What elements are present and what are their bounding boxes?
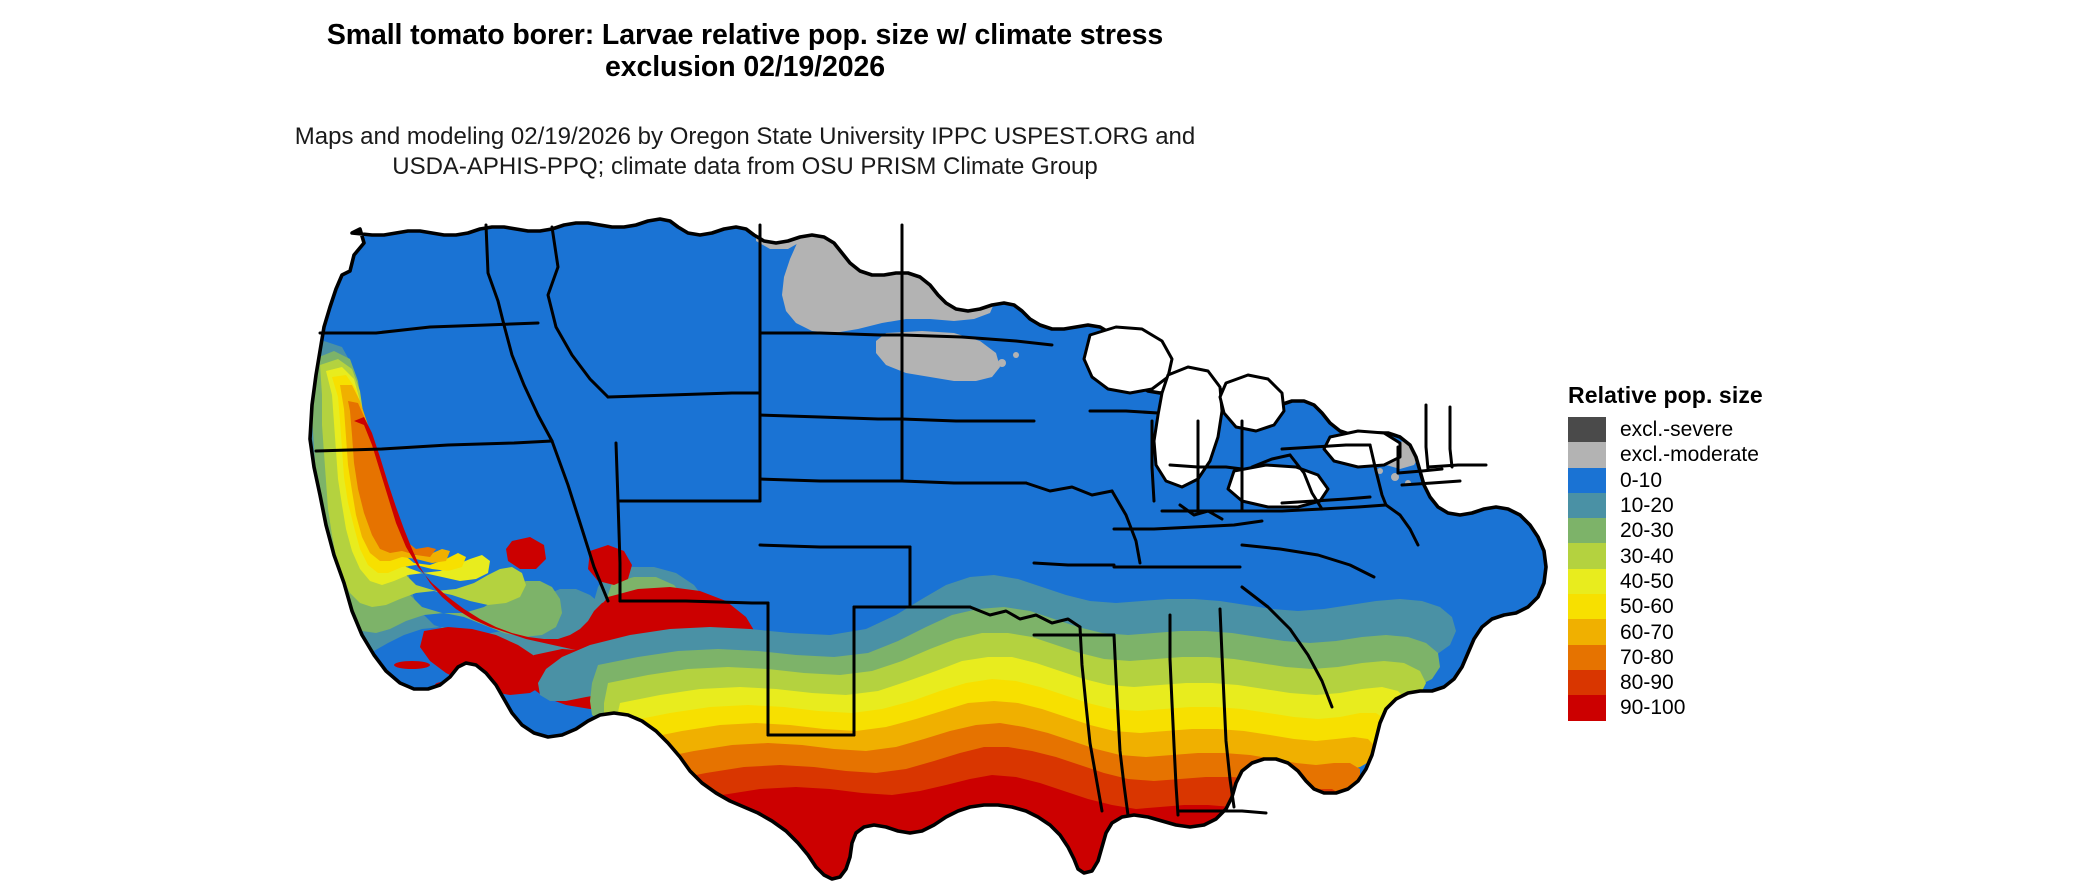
legend-swatch	[1568, 619, 1606, 645]
legend-label: 90-100	[1620, 696, 1686, 720]
map-legend: Relative pop. size excl.-severe excl.-mod…	[1568, 382, 1763, 721]
lake-huron	[1218, 373, 1286, 433]
raster-texas-south-core	[760, 845, 980, 879]
us-choropleth-map	[290, 215, 1550, 885]
map-svg	[308, 217, 1548, 881]
map-raster-layer	[310, 219, 1546, 879]
legend-row: 30-40	[1568, 543, 1763, 569]
legend-label: 40-50	[1620, 569, 1674, 593]
legend-row: 60-70	[1568, 619, 1763, 645]
legend-row: 50-60	[1568, 594, 1763, 620]
legend-row: 80-90	[1568, 669, 1763, 696]
legend-swatch	[1568, 518, 1606, 544]
page-title-line1: Small tomato borer: Larvae relative pop.…	[326, 19, 1164, 51]
map-borders	[308, 217, 1548, 881]
legend-title: Relative pop. size	[1568, 382, 1763, 408]
legend-row: 90-100	[1568, 695, 1763, 721]
lake-ontario	[1322, 429, 1402, 469]
legend-label: 20-30	[1620, 519, 1674, 543]
legend-swatch	[1568, 467, 1606, 493]
legend-label: excl.-severe	[1620, 418, 1734, 442]
legend-label: 30-40	[1620, 544, 1674, 568]
legend-label: 80-90	[1620, 671, 1674, 695]
page-title-line2: exclusion 02/19/2026	[604, 50, 886, 83]
legend-row: 10-20	[1568, 492, 1763, 519]
legend-label: 50-60	[1620, 595, 1674, 619]
legend-swatch	[1568, 543, 1606, 569]
state-boundary-lines	[314, 223, 1488, 817]
legend-swatch	[1568, 492, 1606, 519]
legend-swatch	[1568, 568, 1606, 595]
legend-label: 0-10	[1620, 468, 1663, 492]
subtitle-line1: Maps and modeling 02/19/2026 by Oregon S…	[294, 123, 1196, 150]
legend-row: 40-50	[1568, 568, 1763, 595]
legend-label: excl.-moderate	[1620, 443, 1759, 467]
legend-swatch	[1568, 442, 1606, 468]
legend-label: 60-70	[1620, 620, 1674, 644]
legend-row: 0-10	[1568, 467, 1763, 493]
legend-row: excl.-moderate	[1568, 442, 1763, 468]
legend-row: 70-80	[1568, 644, 1763, 670]
subtitle-line2: USDA-APHIS-PPQ; climate data from OSU PR…	[392, 153, 1098, 181]
title-block: Small tomato borer: Larvae relative pop.…	[0, 19, 1490, 84]
legend-label: 70-80	[1620, 645, 1674, 669]
legend-row: excl.-severe	[1568, 417, 1763, 443]
legend-label: 10-20	[1620, 494, 1674, 518]
legend-swatch	[1568, 644, 1606, 670]
legend-swatch	[1568, 695, 1606, 721]
lake-superior	[1082, 325, 1174, 395]
legend-row: 20-30	[1568, 518, 1763, 544]
legend-swatch	[1568, 669, 1606, 696]
legend-items: excl.-severe excl.-moderate 0-10 10-20 20-30…	[1568, 417, 1763, 721]
raster-florida-core	[1238, 811, 1352, 879]
legend-swatch	[1568, 594, 1606, 620]
subtitle-block: Maps and modeling 02/19/2026 by Oregon S…	[0, 122, 1490, 182]
legend-swatch	[1568, 417, 1606, 443]
